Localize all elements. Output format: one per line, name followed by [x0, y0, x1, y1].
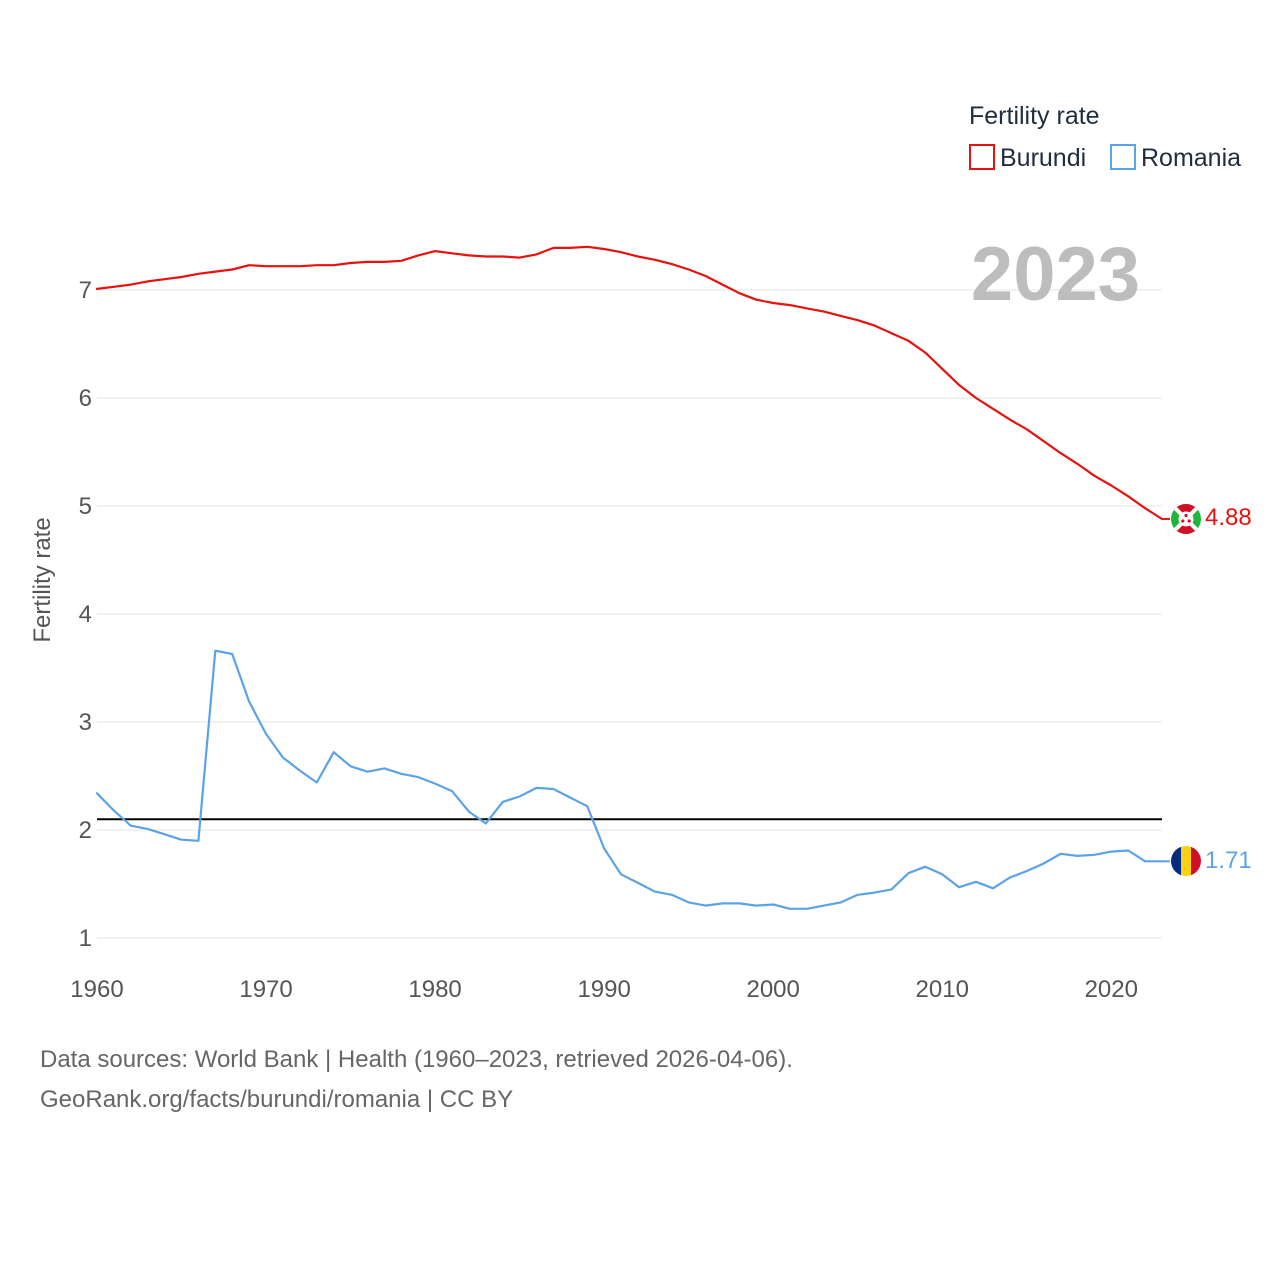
x-tick-label-2020: 2020 — [1085, 976, 1138, 1003]
y-tick-label-1: 1 — [79, 925, 92, 952]
attribution-link[interactable]: GeoRank.org/facts/burundi/romania | CC B… — [40, 1086, 514, 1113]
x-tick-label-1970: 1970 — [239, 976, 292, 1003]
y-tick-label-2: 2 — [79, 817, 92, 844]
burundi-end-value: 4.88 — [1205, 504, 1252, 531]
x-tick-label-1960: 1960 — [70, 976, 123, 1003]
x-tick-label-1980: 1980 — [408, 976, 461, 1003]
series-line-burundi[interactable] — [95, 245, 1164, 521]
legend-title: Fertility rate — [969, 102, 1100, 130]
fertility-chart: 1 2 3 4 5 6 7 1960 1970 1980 1990 2000 2010 2020 Fer… — [29, 102, 1252, 1003]
x-axis-ticks: 1960 1970 1980 1990 2000 2010 2020 — [70, 976, 1138, 1003]
footer: Data sources: World Bank | Health (1960–… — [40, 1040, 793, 1120]
legend-swatch-romania[interactable] — [1110, 144, 1136, 170]
y-tick-label-6: 6 — [79, 385, 92, 412]
x-tick-label-2000: 2000 — [746, 976, 799, 1003]
y-axis-title: Fertility rate — [29, 517, 56, 642]
y-tick-label-5: 5 — [79, 493, 92, 520]
y-tick-label-7: 7 — [79, 277, 92, 304]
legend-swatch-burundi[interactable] — [969, 144, 995, 170]
x-tick-label-1990: 1990 — [577, 976, 630, 1003]
burundi-flag-icon — [1171, 504, 1201, 534]
y-tick-label-4: 4 — [79, 601, 92, 628]
legend-label-romania[interactable]: Romania — [1141, 144, 1241, 172]
legend: Fertility rate Burundi Romania — [969, 102, 1241, 172]
y-axis-ticks: 1 2 3 4 5 6 7 — [79, 277, 92, 952]
grid-lines — [97, 289, 1162, 939]
year-label: 2023 — [971, 232, 1140, 317]
legend-label-burundi[interactable]: Burundi — [1000, 144, 1086, 172]
y-tick-label-3: 3 — [79, 709, 92, 736]
romania-end-value: 1.71 — [1205, 847, 1252, 874]
data-source-text: Data sources: World Bank | Health (1960–… — [40, 1046, 793, 1073]
x-tick-label-2010: 2010 — [916, 976, 969, 1003]
series-layer — [95, 245, 1170, 910]
romania-flag-icon — [1171, 846, 1201, 876]
series-line-romania[interactable] — [95, 649, 1164, 910]
